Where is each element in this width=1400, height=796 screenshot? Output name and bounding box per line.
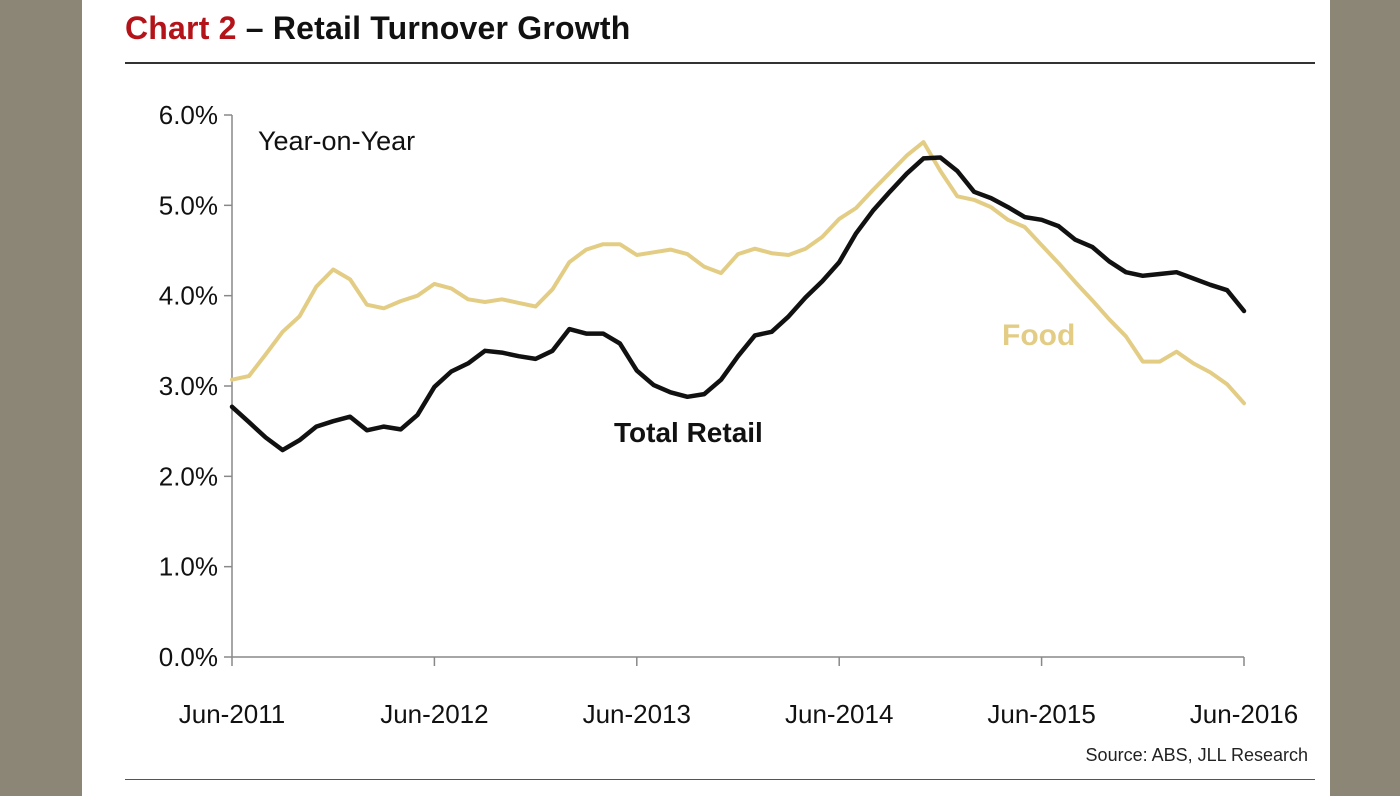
series-lines (229, 140, 1247, 453)
axes: 0.0% 1.0% 2.0% 3.0% 4.0% 5.0% 6.0% Jun-2011 Jun-… (159, 100, 1298, 729)
left-frame-bar (0, 0, 82, 796)
y-tick-label: 3.0% (159, 371, 218, 401)
y-tick-label: 2.0% (159, 461, 218, 491)
y-tick-label: 4.0% (159, 281, 218, 311)
title-rule (125, 62, 1315, 64)
line-chart: 0.0% 1.0% 2.0% 3.0% 4.0% 5.0% 6.0% Jun-2011 Jun-… (159, 100, 1298, 729)
chart-title-text: – Retail Turnover Growth (236, 10, 631, 46)
x-tick-label: Jun-2011 (179, 699, 286, 729)
chart-number: Chart 2 (125, 10, 237, 46)
y-tick-label: 1.0% (159, 552, 218, 582)
right-frame-bar (1330, 0, 1400, 796)
x-tick-label: Jun-2016 (1190, 699, 1298, 729)
food-label: Food (1002, 319, 1075, 352)
series-labels: Year-on-Year Total Retail Food (258, 126, 1075, 448)
y-tick-label: 6.0% (159, 100, 218, 130)
chart-title: Chart 2 – Retail Turnover Growth (125, 10, 630, 47)
total-retail-label: Total Retail (614, 417, 763, 448)
y-tick-label: 5.0% (159, 190, 218, 220)
x-tick-label: Jun-2012 (380, 699, 488, 729)
y-tick-label: 0.0% (159, 642, 218, 672)
bottom-rule (125, 779, 1315, 780)
chart-subtitle: Year-on-Year (258, 126, 415, 156)
x-tick-label: Jun-2015 (987, 699, 1095, 729)
x-tick-label: Jun-2013 (583, 699, 691, 729)
source-note: Source: ABS, JLL Research (1085, 745, 1308, 765)
series-line-total-retail (229, 155, 1247, 453)
x-tick-label: Jun-2014 (785, 699, 893, 729)
series-line-food (230, 140, 1246, 406)
